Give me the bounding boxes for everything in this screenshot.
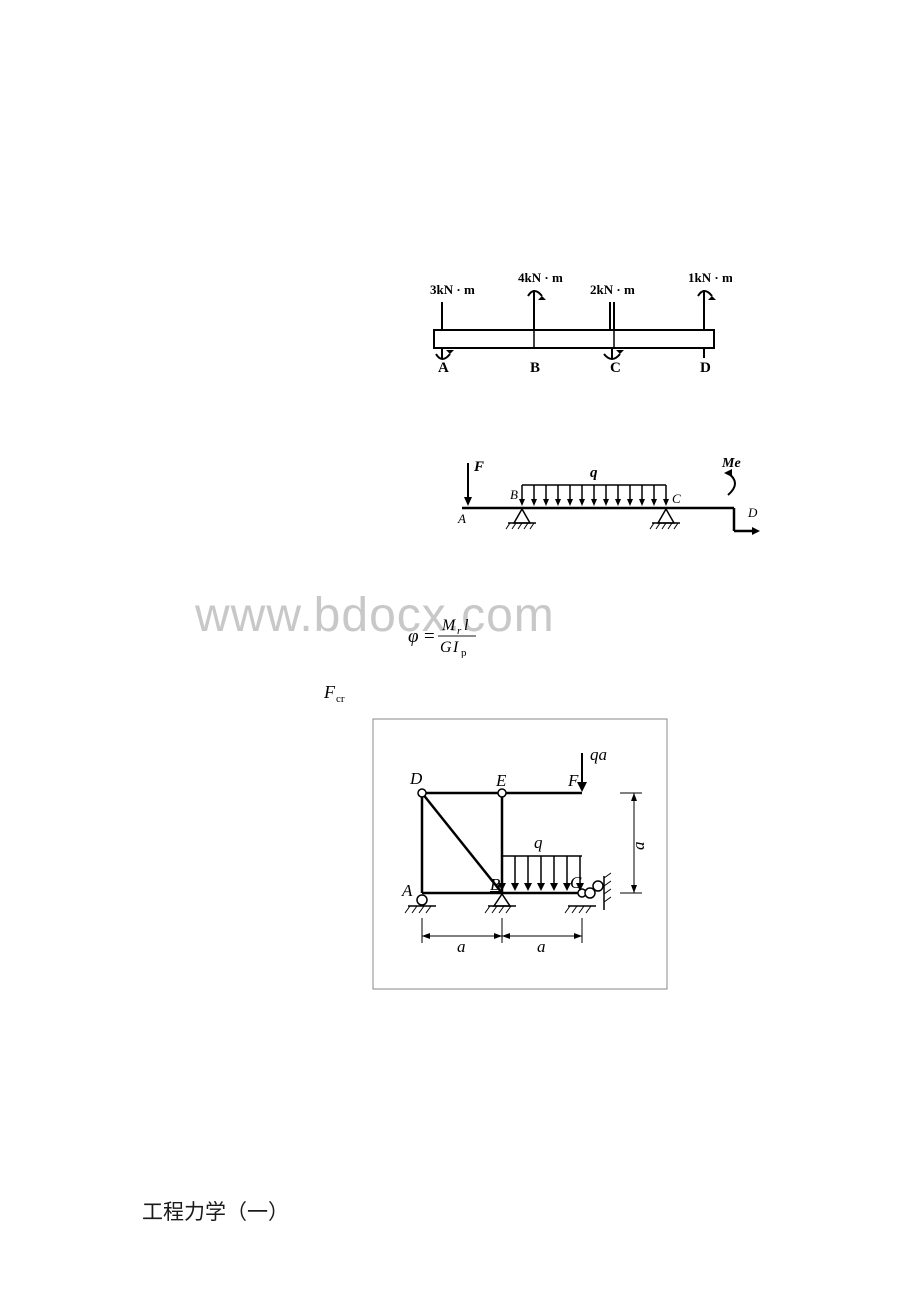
dim-r-arr-b [631, 885, 637, 893]
support-b [506, 509, 536, 529]
bottom-heading: 工程力学（一） [142, 1196, 289, 1226]
dim-a-vert: a [629, 842, 648, 851]
load-qa-label: qa [590, 745, 607, 764]
phi-num-m: M [441, 617, 457, 634]
formula-phi: φ = M r l G I p [408, 614, 518, 663]
support-c [650, 509, 680, 529]
dim-r-arr-t [631, 793, 637, 801]
dist-load-arrows [519, 485, 669, 506]
fcr-symbol: F cr [324, 680, 364, 711]
load-qa-arrow [577, 782, 587, 792]
phi-den-i: I [452, 639, 459, 656]
hinge-e [498, 789, 506, 797]
phi-den-p: p [461, 647, 467, 658]
moment-c-label: 2kN · m [590, 282, 635, 297]
support-c-lbl: C [672, 491, 681, 506]
support-b-lbl: B [510, 487, 518, 502]
beam-svg: F q Me [444, 453, 764, 543]
force-f-arrow [464, 497, 472, 506]
dim-a1: a [457, 937, 466, 956]
dist-q-label: q [534, 833, 543, 852]
bottom-text: 工程力学（一） [142, 1200, 289, 1224]
moment-d-arrowhead [708, 296, 716, 300]
hinge-d [418, 789, 426, 797]
dist-load-label: q [590, 465, 598, 481]
fcr-sub: cr [336, 693, 345, 705]
support-b-label: B [530, 360, 540, 376]
lbl-a: A [401, 881, 413, 900]
moment-b-arrowhead [538, 296, 546, 300]
lbl-b: B [490, 875, 501, 894]
figure-beam-loads: F q Me [444, 453, 764, 543]
fcr-f: F [324, 682, 336, 702]
dim-arr-2r [574, 933, 582, 939]
lbl-d: D [409, 769, 423, 788]
lbl-e: E [495, 771, 507, 790]
phi-eq: = [424, 626, 435, 647]
shaft-body [434, 330, 714, 348]
moment-d-label: 1kN · m [688, 272, 732, 285]
moment-a-arrowhead [446, 350, 454, 354]
support-b-truss [485, 894, 516, 913]
force-f-label: F [473, 459, 484, 475]
dim-a2: a [537, 937, 546, 956]
support-a-label: A [438, 360, 449, 376]
support-d-lbl: D [747, 505, 758, 520]
moment-b-label: 4kN · m [518, 272, 563, 285]
phi-sym: φ [408, 626, 419, 647]
truss-border [373, 719, 667, 989]
truss-svg: qa q [372, 718, 668, 990]
support-a-lbl: A [457, 511, 466, 526]
support-d-label: D [700, 360, 711, 376]
lbl-c: C [570, 873, 582, 892]
support-c-label: C [610, 360, 621, 376]
shaft-svg: 3kN · m 4kN · m 2kN · m 1kN · m A B C D [422, 272, 732, 382]
figure-truss-frame: qa q [372, 718, 668, 990]
moment-me-label: Me [721, 456, 741, 471]
dim-arr-1r [494, 933, 502, 939]
lbl-f: F [567, 771, 579, 790]
figure-shaft-torques: 3kN · m 4kN · m 2kN · m 1kN · m A B C D [422, 272, 732, 382]
dim-arr-1l [422, 933, 430, 939]
phi-den-g: G [440, 639, 452, 656]
moment-c-arrowhead [616, 350, 624, 354]
beam-right-arrow [752, 527, 760, 535]
phi-num-r: r [457, 625, 462, 637]
moment-a-label: 3kN · m [430, 282, 475, 297]
dim-arr-2l [502, 933, 510, 939]
phi-num-l: l [464, 617, 469, 634]
